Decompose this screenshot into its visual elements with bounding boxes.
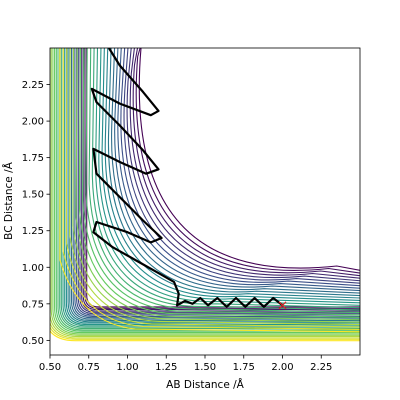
contour-line [76, 48, 360, 316]
x-tick-label: 2.25 [310, 362, 332, 373]
x-tick-label: 1.00 [116, 362, 138, 373]
y-tick-label: 2.00 [22, 117, 44, 128]
contour-line [81, 48, 360, 312]
y-tick-label: 1.00 [22, 263, 44, 274]
trajectory-line [90, 48, 284, 308]
x-tick-label: 1.25 [155, 362, 177, 373]
y-tick-label: 0.50 [22, 336, 44, 347]
y-tick-label: 1.50 [22, 190, 44, 201]
contour-line [50, 48, 360, 336]
contour-line [70, 48, 360, 320]
y-axis-label: BC Distance /Å [2, 161, 15, 239]
contour-line [50, 48, 360, 339]
contour-line [60, 48, 360, 328]
y-tick-label: 0.75 [22, 299, 44, 310]
contour-line [72, 48, 360, 319]
start-marker [278, 301, 287, 310]
marker-layer [278, 301, 287, 310]
y-tick-label: 1.75 [22, 153, 44, 164]
x-tick-label: 0.50 [39, 362, 61, 373]
contour-line [54, 48, 360, 334]
contour-line [57, 48, 360, 331]
contour-line [64, 48, 360, 326]
x-axis-label: AB Distance /Å [166, 378, 245, 391]
trajectory-layer [90, 48, 284, 308]
x-tick-label: 1.75 [233, 362, 255, 373]
y-tick-label: 2.25 [22, 80, 44, 91]
contour-line [55, 48, 360, 332]
contour-line [65, 48, 360, 324]
contour-line [59, 48, 360, 330]
x-tick-label: 0.75 [78, 362, 100, 373]
x-tick-label: 2.00 [271, 362, 293, 373]
contour-line [50, 48, 360, 342]
x-axis-ticks: 0.50 0.75 1.00 1.25 1.50 1.75 2.00 2.25 [39, 355, 332, 373]
contour-line [50, 48, 360, 338]
y-axis-ticks: 0.50 0.75 1.00 1.25 1.50 1.75 2.00 2.25 [22, 80, 50, 347]
contour-line [84, 48, 360, 309]
y-tick-label: 1.25 [22, 226, 44, 237]
contour-line [74, 48, 360, 317]
contour-line [79, 48, 360, 313]
contour-line [52, 48, 360, 335]
contour-line [50, 48, 360, 340]
contour-line [69, 48, 360, 321]
contour-line [67, 48, 360, 323]
contour-lines [50, 48, 360, 342]
x-tick-label: 1.50 [194, 362, 216, 373]
